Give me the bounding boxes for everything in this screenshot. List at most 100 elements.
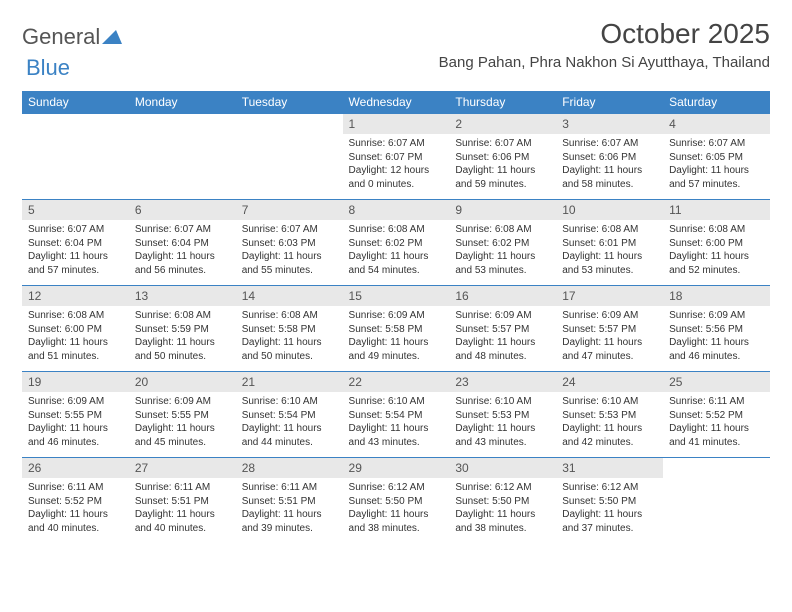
day-number: 1	[343, 114, 450, 134]
day-details: Sunrise: 6:09 AMSunset: 5:57 PMDaylight:…	[449, 306, 556, 369]
daylight2-text: and 45 minutes.	[135, 436, 230, 450]
calendar-row: 26Sunrise: 6:11 AMSunset: 5:52 PMDayligh…	[22, 458, 770, 544]
daylight1-text: Daylight: 11 hours	[562, 336, 657, 350]
sunrise-text: Sunrise: 6:07 AM	[28, 223, 123, 237]
sunset-text: Sunset: 5:52 PM	[28, 495, 123, 509]
day-number: 17	[556, 286, 663, 306]
day-number: 14	[236, 286, 343, 306]
calendar-cell	[129, 114, 236, 200]
day-details: Sunrise: 6:07 AMSunset: 6:03 PMDaylight:…	[236, 220, 343, 283]
daylight2-text: and 54 minutes.	[349, 264, 444, 278]
title-block: October 2025 Bang Pahan, Phra Nakhon Si …	[439, 18, 770, 71]
sunrise-text: Sunrise: 6:07 AM	[135, 223, 230, 237]
sunrise-text: Sunrise: 6:09 AM	[28, 395, 123, 409]
sunrise-text: Sunrise: 6:10 AM	[242, 395, 337, 409]
location-text: Bang Pahan, Phra Nakhon Si Ayutthaya, Th…	[439, 54, 770, 71]
calendar-cell: 20Sunrise: 6:09 AMSunset: 5:55 PMDayligh…	[129, 372, 236, 458]
sunset-text: Sunset: 5:54 PM	[349, 409, 444, 423]
sunset-text: Sunset: 5:52 PM	[669, 409, 764, 423]
sunrise-text: Sunrise: 6:10 AM	[562, 395, 657, 409]
calendar-cell: 6Sunrise: 6:07 AMSunset: 6:04 PMDaylight…	[129, 200, 236, 286]
month-title: October 2025	[439, 18, 770, 50]
sunrise-text: Sunrise: 6:09 AM	[669, 309, 764, 323]
daylight1-text: Daylight: 11 hours	[669, 336, 764, 350]
day-number: 30	[449, 458, 556, 478]
sunset-text: Sunset: 5:55 PM	[135, 409, 230, 423]
day-number: 15	[343, 286, 450, 306]
daylight1-text: Daylight: 11 hours	[349, 250, 444, 264]
daylight1-text: Daylight: 11 hours	[349, 336, 444, 350]
day-details: Sunrise: 6:10 AMSunset: 5:53 PMDaylight:…	[556, 392, 663, 455]
daylight1-text: Daylight: 11 hours	[669, 422, 764, 436]
calendar-cell: 7Sunrise: 6:07 AMSunset: 6:03 PMDaylight…	[236, 200, 343, 286]
calendar-cell: 5Sunrise: 6:07 AMSunset: 6:04 PMDaylight…	[22, 200, 129, 286]
day-number: 28	[236, 458, 343, 478]
day-details: Sunrise: 6:08 AMSunset: 6:00 PMDaylight:…	[22, 306, 129, 369]
sunset-text: Sunset: 5:57 PM	[455, 323, 550, 337]
sunrise-text: Sunrise: 6:08 AM	[135, 309, 230, 323]
day-details: Sunrise: 6:08 AMSunset: 6:02 PMDaylight:…	[449, 220, 556, 283]
daylight2-text: and 53 minutes.	[455, 264, 550, 278]
calendar-cell	[22, 114, 129, 200]
calendar-table: Sunday Monday Tuesday Wednesday Thursday…	[22, 91, 770, 544]
brand-text-1: General	[22, 24, 100, 50]
col-friday: Friday	[556, 91, 663, 114]
calendar-cell: 31Sunrise: 6:12 AMSunset: 5:50 PMDayligh…	[556, 458, 663, 544]
calendar-cell: 25Sunrise: 6:11 AMSunset: 5:52 PMDayligh…	[663, 372, 770, 458]
day-number: 25	[663, 372, 770, 392]
calendar-cell: 18Sunrise: 6:09 AMSunset: 5:56 PMDayligh…	[663, 286, 770, 372]
sunset-text: Sunset: 6:06 PM	[562, 151, 657, 165]
sunrise-text: Sunrise: 6:11 AM	[242, 481, 337, 495]
day-number: 11	[663, 200, 770, 220]
daylight2-text: and 40 minutes.	[135, 522, 230, 536]
daylight1-text: Daylight: 11 hours	[242, 508, 337, 522]
sunrise-text: Sunrise: 6:09 AM	[455, 309, 550, 323]
brand-logo: General	[22, 18, 123, 50]
col-tuesday: Tuesday	[236, 91, 343, 114]
day-number: 3	[556, 114, 663, 134]
sunrise-text: Sunrise: 6:08 AM	[669, 223, 764, 237]
calendar-cell: 2Sunrise: 6:07 AMSunset: 6:06 PMDaylight…	[449, 114, 556, 200]
sunset-text: Sunset: 6:00 PM	[28, 323, 123, 337]
day-number: 31	[556, 458, 663, 478]
daylight1-text: Daylight: 11 hours	[242, 250, 337, 264]
daylight1-text: Daylight: 11 hours	[562, 422, 657, 436]
col-saturday: Saturday	[663, 91, 770, 114]
col-wednesday: Wednesday	[343, 91, 450, 114]
sunrise-text: Sunrise: 6:09 AM	[349, 309, 444, 323]
daylight2-text: and 47 minutes.	[562, 350, 657, 364]
day-number: 5	[22, 200, 129, 220]
daylight2-text: and 43 minutes.	[455, 436, 550, 450]
day-details: Sunrise: 6:11 AMSunset: 5:52 PMDaylight:…	[22, 478, 129, 541]
daylight1-text: Daylight: 11 hours	[349, 422, 444, 436]
day-number: 26	[22, 458, 129, 478]
daylight2-text: and 57 minutes.	[28, 264, 123, 278]
sunrise-text: Sunrise: 6:12 AM	[562, 481, 657, 495]
sunset-text: Sunset: 5:58 PM	[242, 323, 337, 337]
day-details: Sunrise: 6:11 AMSunset: 5:52 PMDaylight:…	[663, 392, 770, 455]
daylight2-text: and 59 minutes.	[455, 178, 550, 192]
day-details: Sunrise: 6:08 AMSunset: 6:00 PMDaylight:…	[663, 220, 770, 283]
calendar-cell: 13Sunrise: 6:08 AMSunset: 5:59 PMDayligh…	[129, 286, 236, 372]
sunset-text: Sunset: 5:55 PM	[28, 409, 123, 423]
day-number: 29	[343, 458, 450, 478]
daylight2-text: and 52 minutes.	[669, 264, 764, 278]
calendar-cell: 30Sunrise: 6:12 AMSunset: 5:50 PMDayligh…	[449, 458, 556, 544]
day-details: Sunrise: 6:07 AMSunset: 6:07 PMDaylight:…	[343, 134, 450, 197]
sunset-text: Sunset: 6:03 PM	[242, 237, 337, 251]
daylight2-text: and 38 minutes.	[349, 522, 444, 536]
header-row: Sunday Monday Tuesday Wednesday Thursday…	[22, 91, 770, 114]
daylight1-text: Daylight: 11 hours	[135, 508, 230, 522]
calendar-cell: 28Sunrise: 6:11 AMSunset: 5:51 PMDayligh…	[236, 458, 343, 544]
daylight2-text: and 42 minutes.	[562, 436, 657, 450]
calendar-cell	[236, 114, 343, 200]
daylight2-text: and 38 minutes.	[455, 522, 550, 536]
daylight2-text: and 46 minutes.	[28, 436, 123, 450]
sunset-text: Sunset: 5:53 PM	[562, 409, 657, 423]
daylight2-text: and 43 minutes.	[349, 436, 444, 450]
day-details: Sunrise: 6:08 AMSunset: 6:01 PMDaylight:…	[556, 220, 663, 283]
calendar-cell: 27Sunrise: 6:11 AMSunset: 5:51 PMDayligh…	[129, 458, 236, 544]
day-details: Sunrise: 6:09 AMSunset: 5:56 PMDaylight:…	[663, 306, 770, 369]
sunrise-text: Sunrise: 6:12 AM	[455, 481, 550, 495]
sunrise-text: Sunrise: 6:07 AM	[242, 223, 337, 237]
